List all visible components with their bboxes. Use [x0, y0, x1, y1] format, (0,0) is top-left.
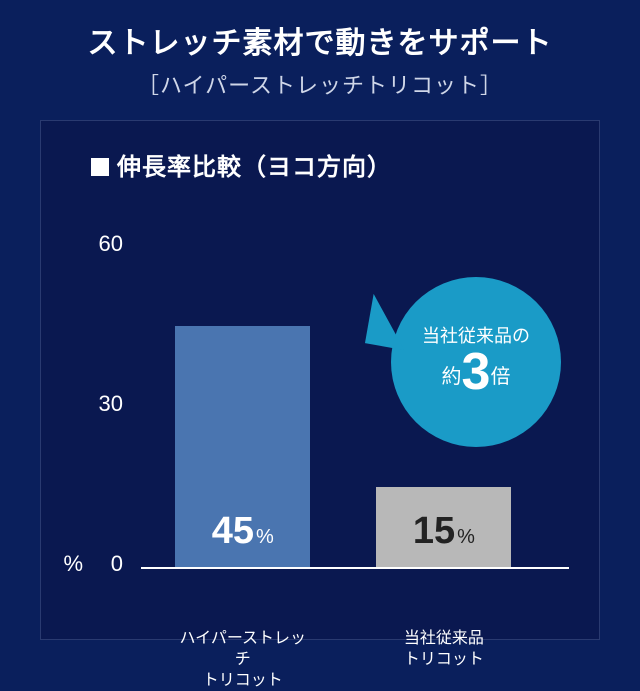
page-subtitle: ［ハイパーストレッチトリコット］ — [0, 68, 640, 100]
bar-value-label: 45% — [175, 510, 310, 553]
page-title: ストレッチ素材で動きをサポート — [0, 18, 640, 62]
callout-big-number: 3 — [462, 343, 491, 401]
x-label-1: 当社従来品トリコット — [376, 629, 511, 671]
bar-0: 45% — [175, 326, 310, 568]
chart-panel: 伸長率比較（ヨコ方向） 60 30 0 % 45%15% ハイパーストレッチトリ… — [40, 120, 600, 640]
chart-title: 伸長率比較（ヨコ方向） — [41, 121, 599, 182]
bullet-icon — [91, 158, 109, 176]
callout-suffix: 倍 — [490, 366, 510, 388]
chart-area: 60 30 0 % 45%15% ハイパーストレッチトリコット当社従来品トリコッ… — [41, 211, 599, 639]
y-tick-0: 0 — [111, 551, 123, 577]
y-axis-unit: % — [63, 551, 83, 577]
bar-value-label: 15% — [376, 510, 511, 553]
x-label-0: ハイパーストレッチトリコット — [175, 629, 310, 691]
callout-line2: 約3倍 — [442, 342, 511, 402]
y-tick-30: 30 — [99, 391, 123, 417]
chart-title-text: 伸長率比較（ヨコ方向） — [117, 154, 392, 181]
bar-1: 15% — [376, 487, 511, 568]
callout-prefix: 約 — [442, 366, 462, 388]
callout-bubble: 当社従来品の 約3倍 — [391, 277, 561, 447]
y-tick-60: 60 — [99, 231, 123, 257]
